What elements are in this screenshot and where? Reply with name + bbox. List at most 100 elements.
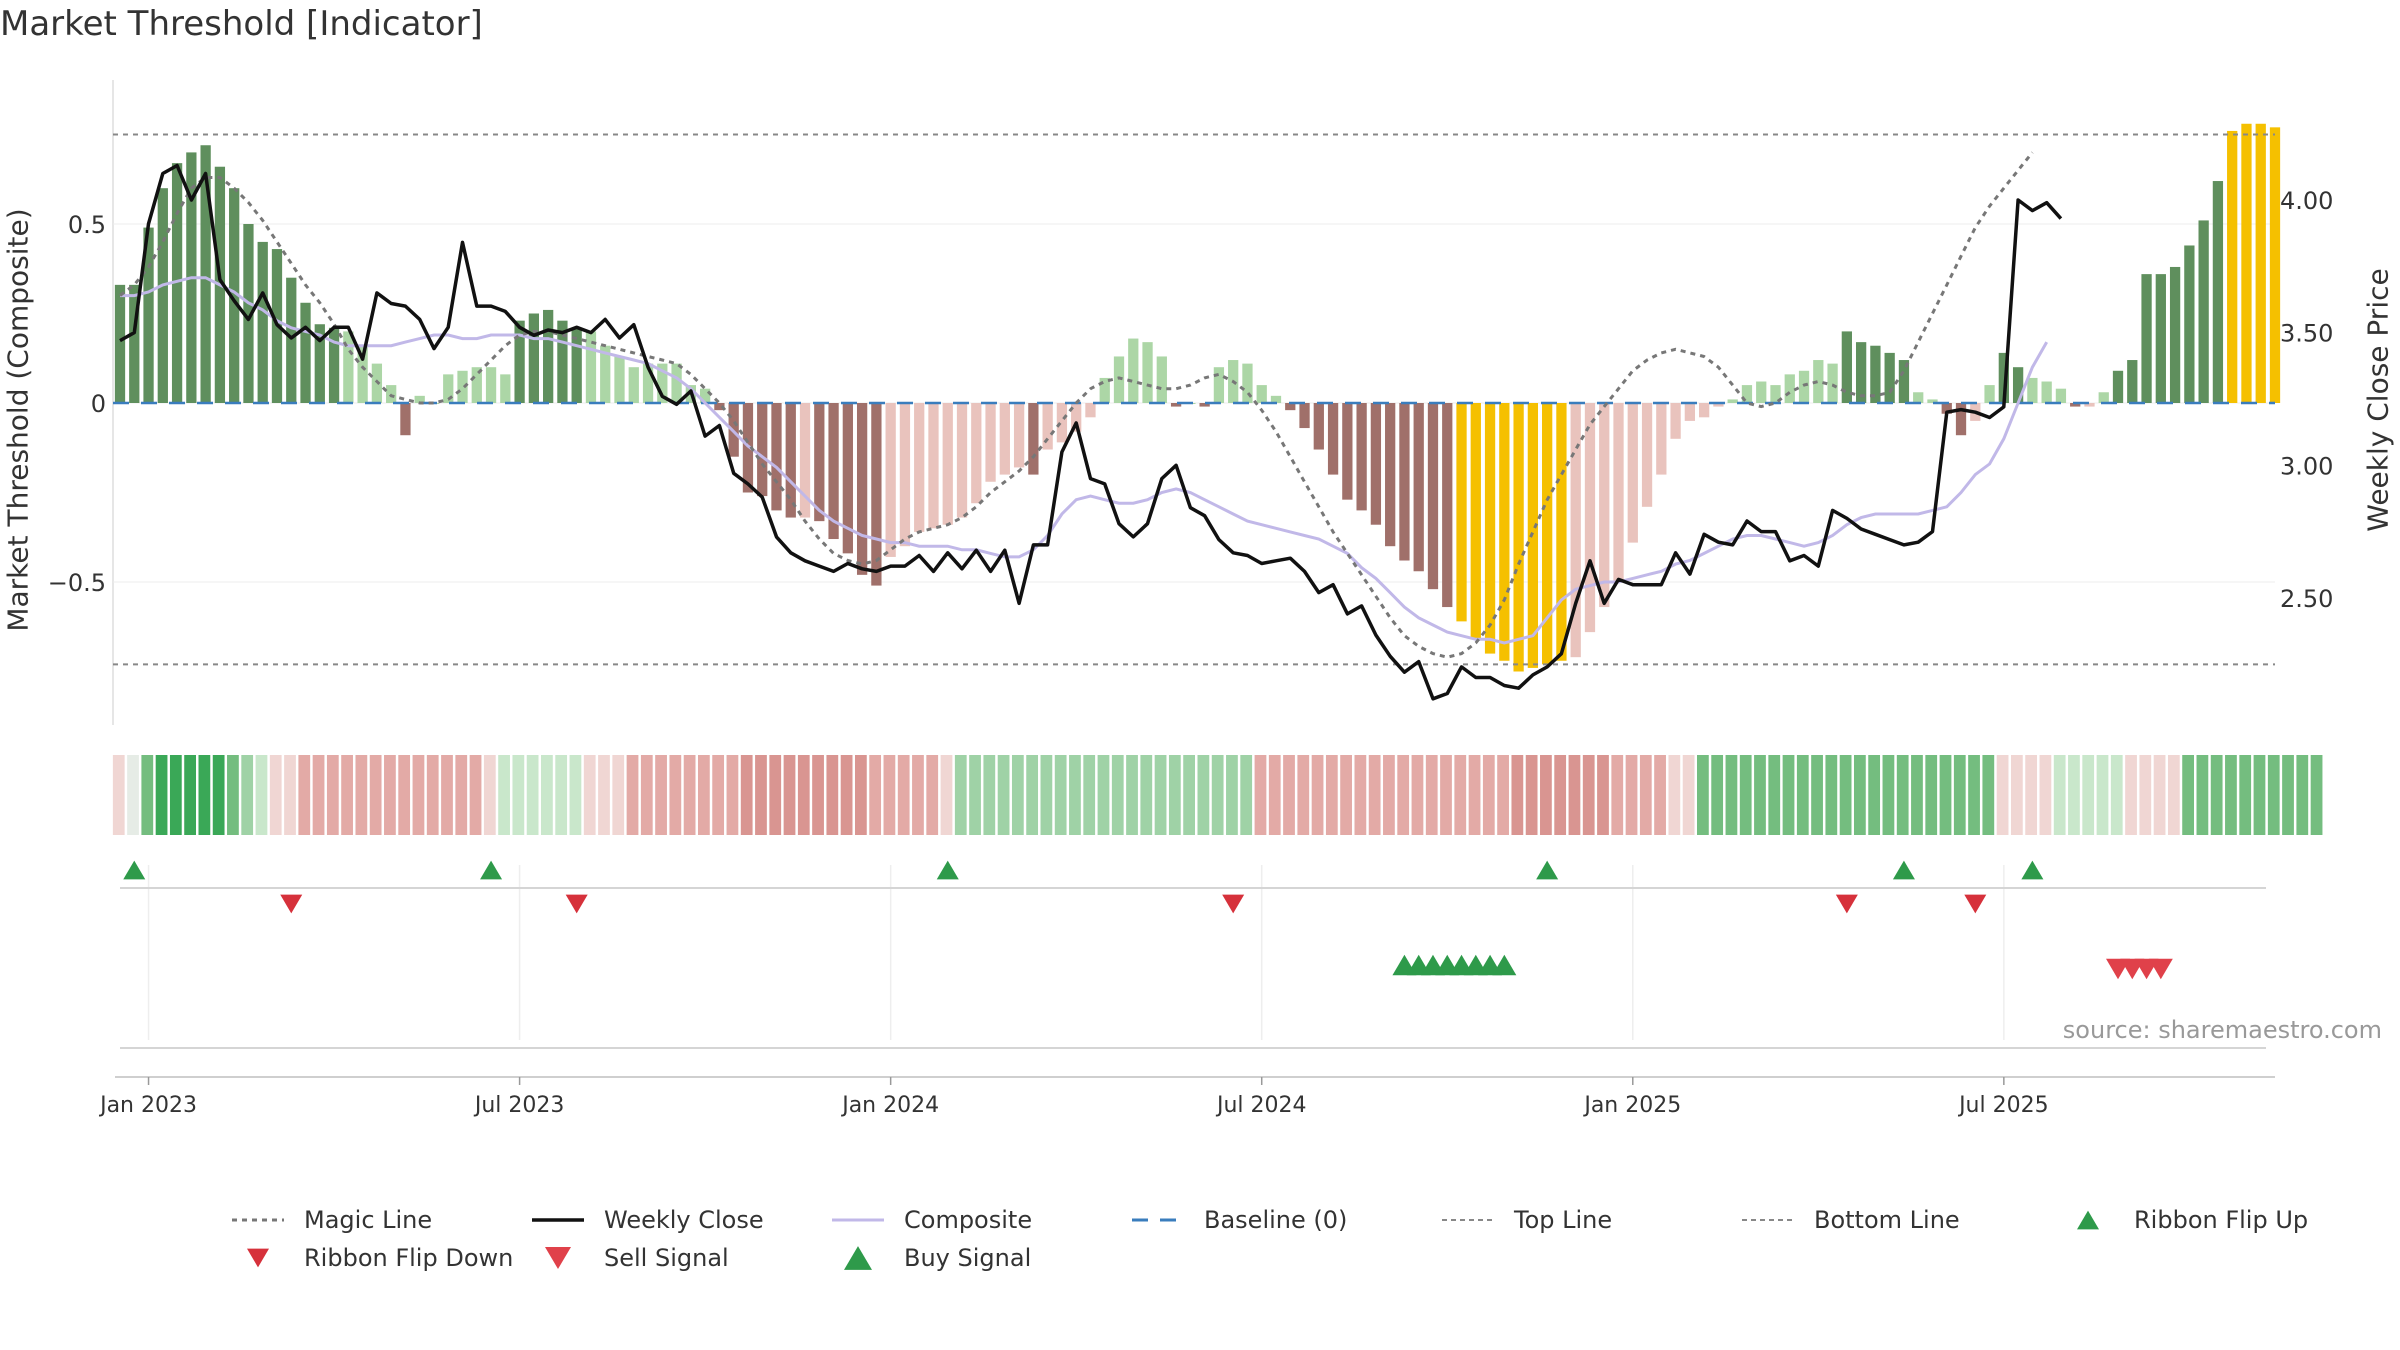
legend-label: Top Line [1514, 1206, 1613, 1234]
composite-bar [785, 403, 796, 518]
ribbon-cell [812, 755, 824, 835]
composite-bar [2070, 403, 2081, 407]
composite-bar [1941, 403, 1952, 414]
composite-bar [1370, 403, 1382, 525]
ribbon-cell [355, 755, 368, 835]
ribbon-cell [1782, 755, 1795, 835]
ribbon-cell [797, 755, 810, 835]
composite-bar [528, 313, 540, 403]
composite-bar [1413, 403, 1424, 572]
flip-down-swatch [247, 1248, 269, 1268]
composite-bar [2169, 266, 2181, 403]
composite-bar [1427, 403, 1439, 590]
composite-bar [571, 327, 582, 403]
composite-bar [1199, 403, 1210, 407]
composite-bar [1399, 403, 1410, 561]
composite-bar [1570, 403, 1581, 658]
composite-bar [2241, 123, 2252, 403]
ribbon-cell [2068, 755, 2080, 835]
composite-bar [129, 284, 140, 403]
ribbon-cell [1454, 755, 1467, 835]
ribbon-cell [2053, 755, 2066, 835]
ribbon-cell [1725, 755, 1738, 835]
ribbon-flip-down-marker [1222, 894, 1245, 914]
composite-bar [2098, 392, 2109, 403]
ribbon-flip-up-marker [123, 860, 146, 880]
y-tick-label-right: 4.00 [2280, 187, 2333, 215]
composite-bar [500, 374, 511, 403]
legend-label: Ribbon Flip Down [304, 1244, 514, 1272]
ribbon-cell [1825, 755, 1838, 835]
buy-legend-swatch [844, 1246, 872, 1270]
ribbon-cell [683, 755, 696, 835]
ribbon-cell [569, 755, 582, 835]
composite-bar [1656, 403, 1667, 475]
close-legend-swatch [532, 1218, 584, 1222]
ribbon-cell [2010, 755, 2023, 835]
composite-bar [2127, 360, 2138, 403]
composite-line [120, 276, 2049, 645]
composite-bar [2012, 367, 2024, 403]
ribbon-cell [441, 755, 453, 835]
ribbon-cell [2096, 755, 2109, 835]
ribbon-cell [1611, 755, 1624, 835]
composite-bar [2212, 181, 2224, 403]
main-panel: 0.5 0 −0.5 4.00 3.50 3.00 2.50 [48, 80, 2333, 725]
composite-bar [1641, 403, 1653, 507]
legend-item-baseline: Baseline (0) [1128, 1206, 1347, 1234]
ribbon-cell [2182, 755, 2195, 835]
composite-bar [1327, 403, 1339, 475]
composite-bar [1884, 352, 1895, 403]
composite-bar [1855, 342, 1867, 403]
legend-item-composite: Composite [828, 1206, 1032, 1234]
ribbon-cell [1540, 755, 1552, 835]
composite-bar [143, 227, 154, 403]
ribbon-cell [669, 755, 682, 835]
ribbon-cell [598, 755, 610, 835]
legend-item-close: Weekly Close [528, 1206, 764, 1234]
composite-bar [956, 403, 968, 518]
ribbon-cell [969, 755, 981, 835]
composite-legend-swatch [832, 1218, 884, 1222]
ribbon-cell [1054, 755, 1067, 835]
ribbon-cell [2310, 755, 2323, 835]
sell-legend-swatch [545, 1246, 571, 1270]
composite-bar [585, 331, 597, 403]
ribbon-cell [1839, 755, 1852, 835]
composite-bar [1584, 403, 1596, 633]
magic-line [119, 151, 2034, 659]
ribbon-cell [1440, 755, 1452, 835]
composite-bar [1898, 360, 1910, 403]
composite-bar [1913, 392, 1924, 403]
ribbon-cell [826, 755, 839, 835]
legend-label: Buy Signal [904, 1244, 1032, 1272]
y-tick-label-left: 0.5 [68, 211, 106, 239]
ribbon-cell [1996, 755, 2009, 835]
composite-bar [2184, 245, 2195, 403]
composite-bar [600, 345, 611, 403]
composite-bar [1998, 352, 2009, 403]
ribbon-cell [1297, 755, 1310, 835]
ribbon-cell [897, 755, 910, 835]
composite-bar [899, 403, 911, 547]
composite-bar [2112, 370, 2124, 403]
ribbon-cell [1597, 755, 1609, 835]
legend-label: Magic Line [304, 1206, 433, 1234]
composite-bar [443, 374, 454, 403]
composite-bar [1285, 403, 1296, 411]
ribbon-cell [312, 755, 325, 835]
weekly-close-line [119, 163, 2063, 701]
magic-legend-swatch [232, 1218, 284, 1222]
composite-bar [2084, 403, 2095, 407]
ribbon-cell [726, 755, 739, 835]
ribbon-cell [1654, 755, 1666, 835]
ribbon-flip-up-marker [480, 860, 503, 880]
composite-bar [1613, 403, 1624, 582]
ribbon-cell [697, 755, 710, 835]
ribbon-cell [1754, 755, 1766, 835]
chart-canvas: 0.5 0 −0.5 4.00 3.50 3.00 2.50 Jan 2023 Jul 202… [48, 80, 2333, 1118]
composite-bar [2269, 127, 2281, 403]
ribbon-cell [1026, 755, 1039, 835]
composite-bar [1013, 403, 1025, 468]
ribbon-cell [498, 755, 510, 835]
